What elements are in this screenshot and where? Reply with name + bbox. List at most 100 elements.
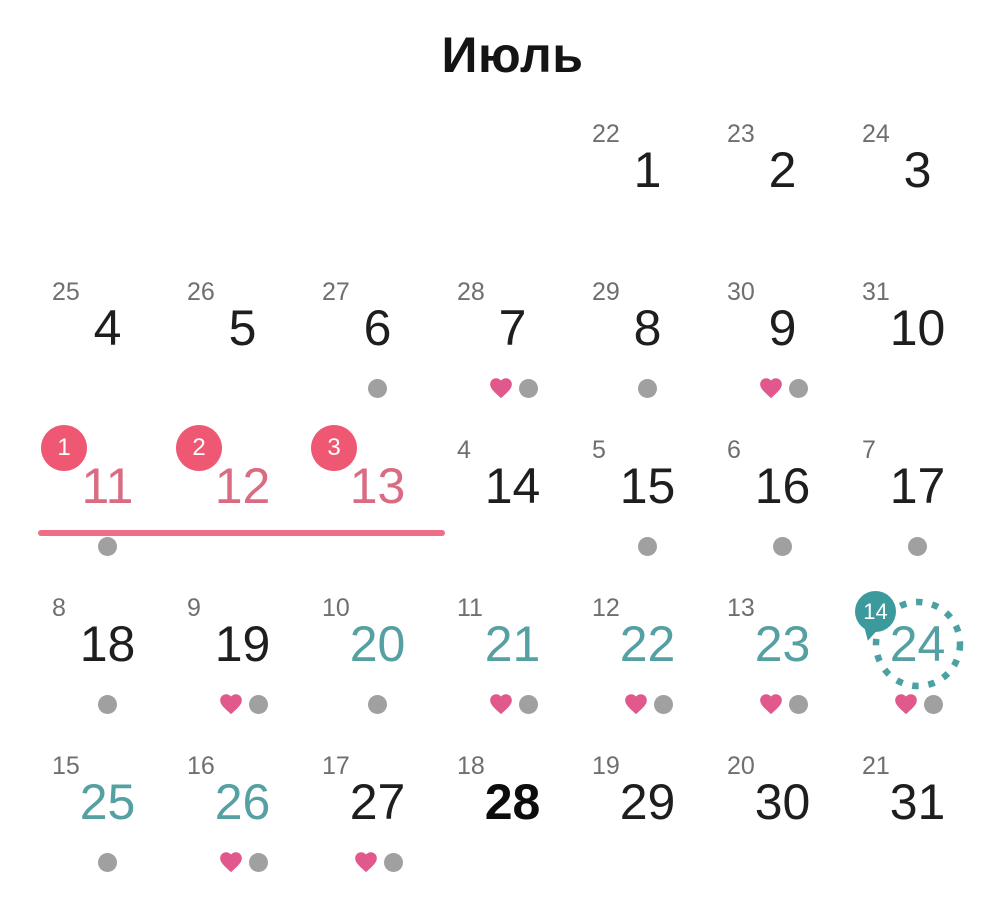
date-number: 9 xyxy=(768,300,797,356)
day-markers xyxy=(850,690,985,718)
date-number: 2 xyxy=(768,142,797,198)
date-number: 30 xyxy=(754,774,811,830)
date-number: 31 xyxy=(889,774,946,830)
note-dot-icon xyxy=(654,694,673,714)
heart-icon xyxy=(487,375,515,401)
date-number: 10 xyxy=(889,300,946,356)
note-dot-icon xyxy=(908,536,927,556)
date-number: 24 xyxy=(889,616,946,672)
day-markers xyxy=(40,532,175,560)
day-markers xyxy=(310,690,445,718)
day-cell-9[interactable]: 30 9 xyxy=(715,273,850,431)
day-markers xyxy=(445,690,580,718)
cycle-day-label: 10 xyxy=(322,594,350,622)
heart-icon xyxy=(217,849,245,875)
heart-icon xyxy=(622,691,650,717)
cycle-day-label: 6 xyxy=(727,436,741,464)
date-number: 22 xyxy=(619,616,676,672)
ovulation-ring xyxy=(872,598,964,690)
day-markers xyxy=(310,848,445,876)
day-cell-8[interactable]: 29 8 xyxy=(580,273,715,431)
date-number: 21 xyxy=(484,616,541,672)
note-dot-icon xyxy=(789,378,808,398)
cycle-day-label: 30 xyxy=(727,278,755,306)
date-number: 20 xyxy=(349,616,406,672)
day-cell-16[interactable]: 6 16 xyxy=(715,431,850,589)
day-cell-26[interactable]: 16 26 xyxy=(175,747,310,905)
day-cell-27[interactable]: 17 27 xyxy=(310,747,445,905)
cycle-day-label: 23 xyxy=(727,120,755,148)
note-dot-icon xyxy=(368,694,387,714)
day-markers xyxy=(715,690,850,718)
date-number: 5 xyxy=(228,300,257,356)
day-markers xyxy=(580,374,715,402)
calendar-grid: 22 1 23 2 24 3 25 4 26 5 27 6 28 7 29 8 30 9 31 10 1 11 2 12 3 13… xyxy=(40,115,985,905)
day-markers xyxy=(715,532,850,560)
cycle-day-label: 8 xyxy=(52,594,66,622)
day-cell-13[interactable]: 3 13 xyxy=(310,425,445,589)
day-cell-15[interactable]: 5 15 xyxy=(580,431,715,589)
note-dot-icon xyxy=(789,694,808,714)
day-cell-28[interactable]: 18 28 xyxy=(445,747,580,905)
month-title: Июль xyxy=(441,27,584,83)
day-cell-25[interactable]: 15 25 xyxy=(40,747,175,905)
day-cell-24[interactable]: 14 24 xyxy=(850,589,985,747)
cycle-day-label: 22 xyxy=(592,120,620,148)
day-markers xyxy=(40,848,175,876)
day-cell-22[interactable]: 12 22 xyxy=(580,589,715,747)
day-cell-6[interactable]: 27 6 xyxy=(310,273,445,431)
note-dot-icon xyxy=(924,694,943,714)
empty-cell xyxy=(310,115,445,273)
day-markers xyxy=(310,374,445,402)
day-cell-2[interactable]: 23 2 xyxy=(715,115,850,273)
date-number: 19 xyxy=(214,616,271,672)
note-dot-icon xyxy=(519,378,538,398)
day-cell-12[interactable]: 2 12 xyxy=(175,425,310,589)
note-dot-icon xyxy=(249,852,268,872)
cycle-day-label: 21 xyxy=(862,752,890,780)
day-cell-14[interactable]: 4 14 xyxy=(445,431,580,589)
cycle-day-label: 29 xyxy=(592,278,620,306)
note-dot-icon xyxy=(249,694,268,714)
day-cell-20[interactable]: 10 20 xyxy=(310,589,445,747)
cycle-day-label: 26 xyxy=(187,278,215,306)
day-cell-18[interactable]: 8 18 xyxy=(40,589,175,747)
day-cell-19[interactable]: 9 19 xyxy=(175,589,310,747)
day-cell-29[interactable]: 19 29 xyxy=(580,747,715,905)
note-dot-icon xyxy=(384,852,403,872)
day-cell-10[interactable]: 31 10 xyxy=(850,273,985,431)
cycle-day-label: 11 xyxy=(457,594,483,622)
note-dot-icon xyxy=(519,694,538,714)
day-cell-17[interactable]: 7 17 xyxy=(850,431,985,589)
day-cell-7[interactable]: 28 7 xyxy=(445,273,580,431)
cycle-day-label: 27 xyxy=(322,278,350,306)
day-markers xyxy=(580,690,715,718)
cycle-day-label: 24 xyxy=(862,120,890,148)
day-cell-21[interactable]: 11 21 xyxy=(445,589,580,747)
day-markers xyxy=(715,374,850,402)
note-dot-icon xyxy=(638,378,657,398)
day-markers xyxy=(445,374,580,402)
cycle-day-label: 28 xyxy=(457,278,485,306)
heart-icon xyxy=(757,375,785,401)
day-markers xyxy=(580,532,715,560)
day-cell-1[interactable]: 22 1 xyxy=(580,115,715,273)
cycle-day-label: 5 xyxy=(592,436,606,464)
date-number: 1 xyxy=(633,142,662,198)
day-cell-11[interactable]: 1 11 xyxy=(40,425,175,589)
heart-icon xyxy=(217,691,245,717)
note-dot-icon xyxy=(368,378,387,398)
day-cell-4[interactable]: 25 4 xyxy=(40,273,175,431)
note-dot-icon xyxy=(98,536,117,556)
date-number: 6 xyxy=(363,300,392,356)
day-cell-23[interactable]: 13 23 xyxy=(715,589,850,747)
day-cell-5[interactable]: 26 5 xyxy=(175,273,310,431)
date-number: 11 xyxy=(81,458,134,514)
day-cell-3[interactable]: 24 3 xyxy=(850,115,985,273)
date-number: 26 xyxy=(214,774,271,830)
ovulation-day-badge: 14 xyxy=(855,591,896,632)
day-cell-30[interactable]: 20 30 xyxy=(715,747,850,905)
cycle-day-label: 4 xyxy=(457,436,471,464)
cycle-day-label: 9 xyxy=(187,594,201,622)
day-cell-31[interactable]: 21 31 xyxy=(850,747,985,905)
